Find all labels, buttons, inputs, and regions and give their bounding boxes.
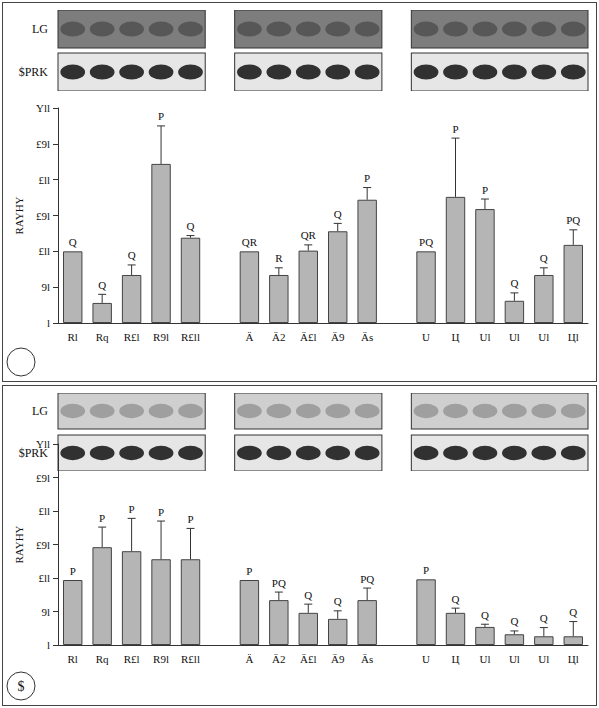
- svg-text:Q: Q: [187, 220, 195, 232]
- svg-text:Ul: Ul: [509, 653, 520, 665]
- svg-text:Q: Q: [334, 595, 342, 607]
- svg-text:QR: QR: [242, 236, 258, 248]
- svg-text:Цl: Цl: [568, 653, 579, 665]
- svg-text:Ä£l: Ä£l: [300, 653, 317, 665]
- svg-text:R£l: R£l: [124, 653, 140, 665]
- svg-text:Q: Q: [569, 606, 577, 618]
- svg-text:Ul: Ul: [479, 331, 490, 343]
- svg-text:£9l: £9l: [36, 210, 50, 222]
- svg-text:PQ: PQ: [566, 214, 580, 226]
- svg-text:RAYHY: RAYHY: [13, 196, 25, 234]
- svg-text:Q: Q: [510, 615, 518, 627]
- svg-text:Rq: Rq: [96, 331, 109, 343]
- svg-text:Ul: Ul: [509, 331, 520, 343]
- svg-text:Rl: Rl: [68, 331, 78, 343]
- svg-text:$: $: [18, 679, 25, 694]
- svg-text:9l: 9l: [41, 606, 50, 618]
- svg-text:Q: Q: [481, 609, 489, 621]
- svg-text:R9l: R9l: [153, 653, 169, 665]
- svg-text:Цl: Цl: [568, 331, 579, 343]
- svg-text:£9l: £9l: [36, 539, 50, 551]
- svg-text:£ll: £ll: [38, 245, 50, 257]
- svg-text:Ц: Ц: [452, 653, 460, 665]
- svg-text:l: l: [47, 639, 50, 651]
- svg-text:Rq: Rq: [96, 653, 109, 665]
- svg-text:P: P: [452, 123, 458, 135]
- svg-text:PQ: PQ: [360, 573, 374, 585]
- svg-text:P: P: [70, 565, 76, 577]
- svg-text:Äs: Äs: [361, 331, 373, 343]
- svg-text:9l: 9l: [41, 281, 50, 293]
- svg-text:R: R: [275, 252, 283, 264]
- svg-text:$PRK: $PRK: [19, 65, 49, 79]
- svg-text:Q: Q: [98, 279, 106, 291]
- svg-text:PQ: PQ: [419, 236, 433, 248]
- svg-text:Ul: Ul: [479, 653, 490, 665]
- svg-text:P: P: [99, 512, 105, 524]
- svg-text:Q: Q: [510, 277, 518, 289]
- svg-text:£ll: £ll: [38, 505, 50, 517]
- svg-text:Q: Q: [69, 236, 77, 248]
- svg-text:LG: LG: [32, 404, 48, 418]
- svg-text:Q: Q: [540, 252, 548, 264]
- svg-text:Ä2: Ä2: [272, 331, 285, 343]
- svg-text:Yll: Yll: [36, 438, 50, 450]
- svg-text:Ä9: Ä9: [331, 331, 345, 343]
- svg-text:QR: QR: [301, 229, 317, 241]
- svg-text:l: l: [47, 317, 50, 329]
- svg-text:R9l: R9l: [153, 331, 169, 343]
- svg-text:Ul: Ul: [538, 331, 549, 343]
- svg-text:$PRK: $PRK: [18, 446, 48, 460]
- svg-text:Q: Q: [128, 249, 136, 261]
- svg-text:R£ll: R£ll: [181, 653, 200, 665]
- svg-text:P: P: [246, 565, 252, 577]
- svg-text:Rl: Rl: [68, 653, 78, 665]
- svg-text:Äs: Äs: [361, 653, 373, 665]
- svg-text:Q: Q: [334, 208, 342, 220]
- svg-text:Yll: Yll: [36, 102, 50, 114]
- svg-text:Ä: Ä: [245, 653, 253, 665]
- svg-text:U: U: [422, 331, 430, 343]
- svg-text:RAYHY: RAYHY: [13, 525, 25, 563]
- svg-text:Ul: Ul: [538, 653, 549, 665]
- svg-text:£ll: £ll: [38, 174, 50, 186]
- svg-text:Ä: Ä: [245, 331, 253, 343]
- svg-text:Ä9: Ä9: [331, 653, 345, 665]
- svg-text:Q: Q: [540, 612, 548, 624]
- svg-text:P: P: [482, 184, 488, 196]
- svg-text:Ä£l: Ä£l: [300, 331, 317, 343]
- svg-text:U: U: [422, 653, 430, 665]
- svg-text:Q: Q: [452, 593, 460, 605]
- svg-text:Ц: Ц: [452, 331, 460, 343]
- svg-text:P: P: [187, 513, 193, 525]
- svg-text:P: P: [158, 506, 164, 518]
- svg-text:P: P: [423, 564, 429, 576]
- svg-text:P: P: [364, 172, 370, 184]
- svg-text:R£ll: R£ll: [181, 331, 200, 343]
- svg-text:£ll: £ll: [38, 572, 50, 584]
- svg-text:R£l: R£l: [124, 331, 140, 343]
- svg-text:£9l: £9l: [36, 138, 50, 150]
- svg-text:P: P: [158, 110, 164, 122]
- svg-text:Q: Q: [304, 589, 312, 601]
- svg-text:PQ: PQ: [272, 577, 286, 589]
- svg-text:P: P: [129, 503, 135, 515]
- svg-text:£9l: £9l: [36, 472, 50, 484]
- svg-text:Ä2: Ä2: [272, 653, 285, 665]
- svg-text:LG: LG: [32, 22, 48, 36]
